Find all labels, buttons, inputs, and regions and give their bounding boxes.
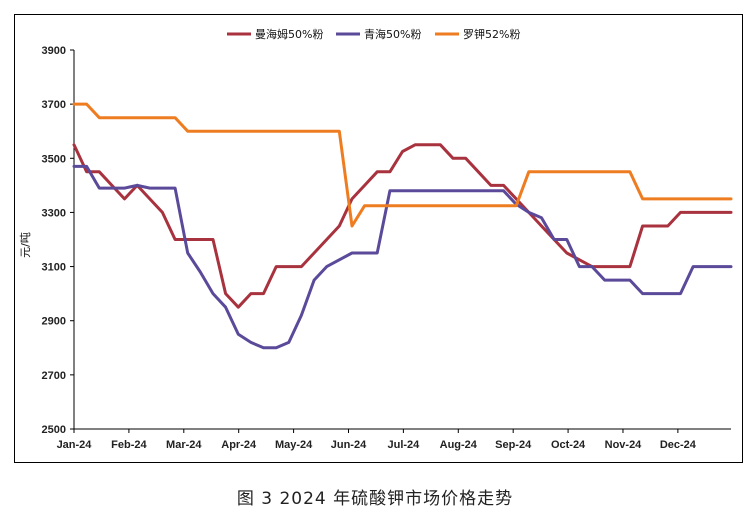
- line-chart: 曼海姆50%粉 青海50%粉 罗钾52%粉 元/吨 2500 2700 2900 3100…: [19, 27, 733, 451]
- y-tick-label: 2900: [42, 316, 66, 328]
- series-line-2: [72, 164, 733, 350]
- y-tick-label: 3100: [42, 262, 66, 274]
- x-tick-label: Feb-24: [111, 439, 147, 451]
- x-tick-label: Jan-24: [57, 439, 93, 451]
- y-tick-label: 3300: [42, 207, 66, 219]
- x-tick-label: Jul-24: [387, 439, 420, 451]
- x-tick-label: Jun-24: [331, 439, 367, 451]
- x-tick-label: Dec-24: [660, 439, 697, 451]
- figure-caption: 图 3 2024 年硫酸钾市场价格走势: [236, 489, 514, 509]
- x-tick-label: Oct-24: [551, 439, 586, 451]
- x-tick-label: May-24: [275, 439, 313, 451]
- y-tick-label: 2500: [42, 424, 66, 436]
- legend-label-2: 青海50%粉: [364, 27, 421, 41]
- series-line-1: [72, 143, 733, 309]
- x-tick-label: Mar-24: [166, 439, 202, 451]
- x-tick-label: Sep-24: [495, 439, 532, 451]
- y-tick-label: 3500: [42, 153, 66, 165]
- y-tick-label: 2700: [42, 370, 66, 382]
- legend-label-3: 罗钾52%粉: [463, 27, 520, 41]
- chart-frame: 曼海姆50%粉 青海50%粉 罗钾52%粉 元/吨 2500 2700 2900 3100…: [14, 14, 743, 463]
- y-tick-label: 3700: [42, 99, 66, 111]
- legend-label-1: 曼海姆50%粉: [255, 27, 323, 41]
- x-tick-label: Aug-24: [440, 439, 478, 451]
- series-lines: [72, 102, 733, 350]
- x-tick-label: Apr-24: [221, 439, 257, 451]
- series-line-3: [72, 102, 733, 228]
- y-axis-label: 元/吨: [19, 232, 32, 258]
- x-tick-label: Nov-24: [605, 439, 643, 451]
- y-tick-label: 3900: [42, 45, 66, 57]
- axes: 2500 2700 2900 3100 3300 3500 3700 3900 Jan-24 Fe…: [42, 45, 731, 451]
- legend: 曼海姆50%粉 青海50%粉 罗钾52%粉: [227, 27, 520, 41]
